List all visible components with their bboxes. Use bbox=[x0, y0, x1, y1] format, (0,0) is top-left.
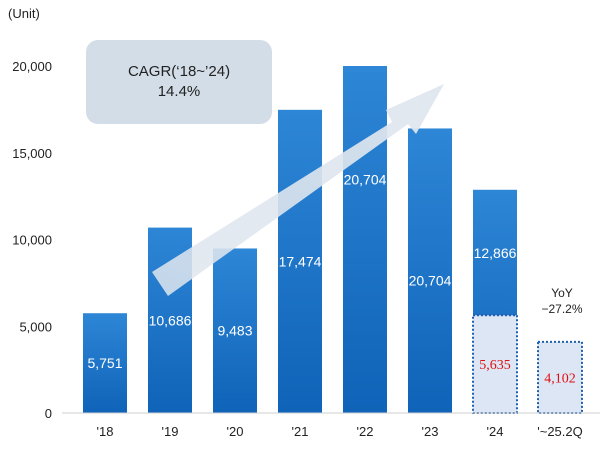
bar-value-label: 20,704 bbox=[409, 273, 452, 289]
x-tick-label: '21 bbox=[292, 424, 309, 439]
bar-value-label: 20,704 bbox=[344, 172, 387, 188]
bar-partial bbox=[537, 340, 583, 414]
yoy-annotation: YoY −27.2% bbox=[541, 286, 582, 316]
bar-value-label: 10,686 bbox=[149, 312, 192, 328]
growth-arrow-icon bbox=[152, 84, 444, 296]
x-tick-label: '~25.2Q bbox=[537, 424, 583, 439]
y-tick-label: 0 bbox=[45, 406, 52, 421]
unit-label: (Unit) bbox=[8, 6, 40, 21]
yoy-label: YoY bbox=[551, 286, 573, 300]
bar-value-label: 9,483 bbox=[217, 323, 252, 339]
x-tick-label: '19 bbox=[162, 424, 179, 439]
bar-partial bbox=[472, 314, 518, 415]
bar bbox=[408, 128, 452, 413]
yoy-value: −27.2% bbox=[541, 302, 582, 316]
cagr-annotation: CAGR(‘18~’24) 14.4% bbox=[86, 40, 272, 124]
x-tick-label: '24 bbox=[487, 424, 504, 439]
bar bbox=[278, 109, 322, 413]
y-tick-label: 10,000 bbox=[12, 233, 52, 248]
x-tick-label: '20 bbox=[227, 424, 244, 439]
cagr-label: CAGR(‘18~’24) bbox=[128, 63, 230, 80]
y-tick-label: 15,000 bbox=[12, 146, 52, 161]
bar bbox=[343, 66, 387, 413]
x-tick-label: '18 bbox=[97, 424, 114, 439]
bar-partial-value-label: 4,102 bbox=[544, 371, 576, 386]
bar-partial-value-label: 5,635 bbox=[479, 358, 511, 373]
bar bbox=[83, 313, 127, 413]
bar-value-label: 17,474 bbox=[279, 253, 322, 269]
y-tick-label: 20,000 bbox=[12, 59, 52, 74]
bar-value-label: 5,751 bbox=[87, 355, 122, 371]
bar-value-label: 12,866 bbox=[474, 245, 517, 261]
x-tick-label: '22 bbox=[357, 424, 374, 439]
bar bbox=[213, 248, 257, 413]
y-tick-label: 5,000 bbox=[19, 319, 52, 334]
x-tick-label: '23 bbox=[422, 424, 439, 439]
cagr-value: 14.4% bbox=[158, 83, 201, 100]
